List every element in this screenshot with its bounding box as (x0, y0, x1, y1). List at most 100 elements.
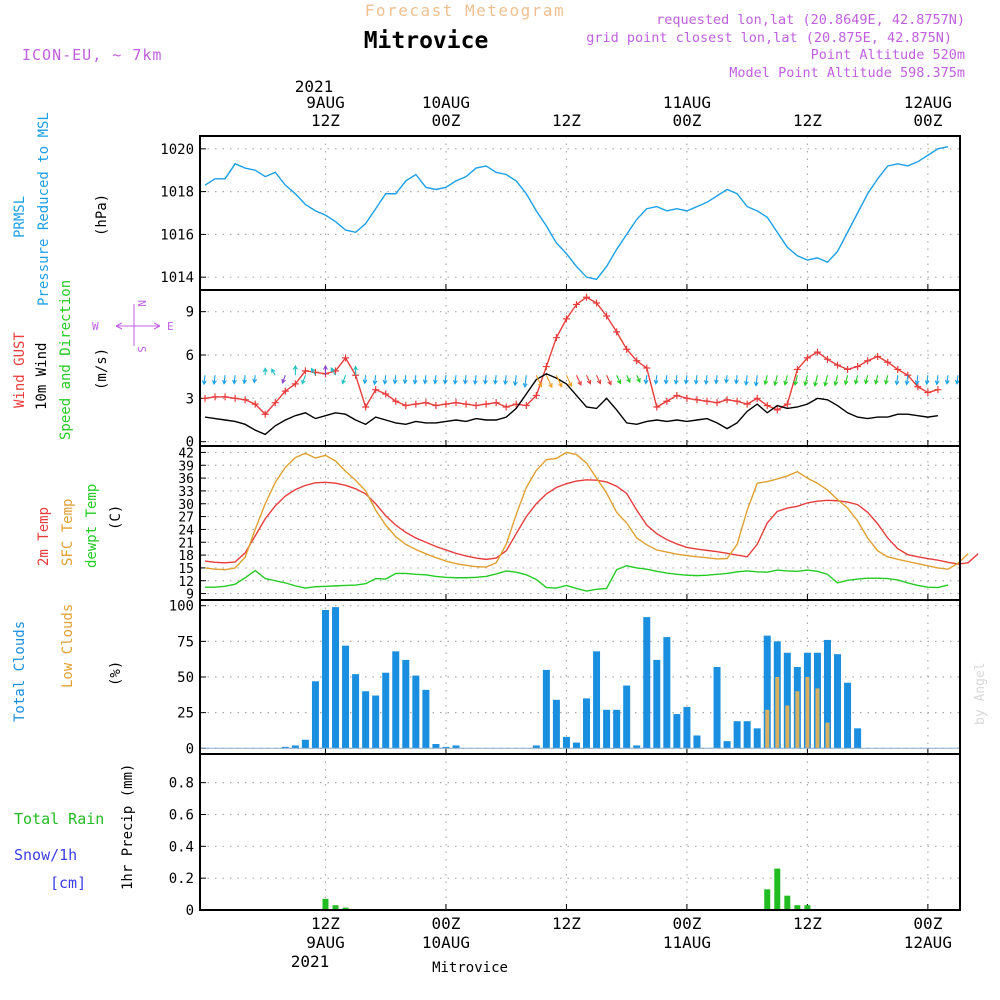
wind-arrow (673, 375, 679, 385)
gust-marker (874, 352, 882, 360)
wind-arrow (555, 374, 563, 388)
bar-total-clouds (291, 745, 299, 749)
bar-total-rain (804, 905, 811, 910)
bottom-tick-hour: 12Z (552, 914, 581, 933)
series-line-wind-gust (204, 296, 939, 416)
wind-arrow (463, 375, 468, 385)
bar-total-clouds (633, 745, 641, 749)
panel-4: 0 0.2 0.4 0.6 0.8 (169, 753, 961, 919)
bottom-tick-hour: 00Z (432, 914, 461, 933)
top-tick-hour: 00Z (432, 111, 461, 130)
wind-arrow (271, 368, 276, 376)
ytick-label: 0 (186, 435, 194, 451)
series-line-sfc-temp (204, 451, 969, 571)
ytick-label: 0.2 (169, 871, 194, 887)
gust-marker (532, 391, 540, 399)
gust-marker (372, 386, 380, 394)
wind-arrow (783, 375, 789, 386)
gust-marker (442, 400, 450, 408)
ytick-label: 18 (178, 549, 194, 564)
ytick-label: 9 (186, 305, 194, 321)
wind-arrow (262, 367, 268, 376)
wind-arrow (330, 367, 336, 376)
ytick-label: 21 (178, 536, 194, 551)
bottom-tick-day: 11AUG (663, 933, 711, 952)
top-tick-day: 9AUG (306, 93, 345, 112)
series-line-prmsl (204, 146, 949, 281)
wind-arrow (616, 374, 622, 385)
ytick-label: 0.8 (169, 776, 194, 792)
ytick-label: 25 (177, 706, 194, 722)
compass: N S W E (92, 300, 174, 353)
gust-marker (452, 399, 460, 407)
wind-arrow (944, 375, 950, 385)
panel-0: 1014 1016 1018 1020 (160, 135, 961, 291)
label-dewpt: dewpt Temp (84, 484, 100, 568)
bar-total-clouds (834, 654, 842, 749)
ytick-label: 75 (177, 634, 194, 650)
panel-frame (199, 289, 961, 447)
top-tick-day: 12AUG (904, 93, 952, 112)
label-cm: [cm] (50, 874, 86, 892)
wind-arrow (724, 375, 729, 384)
gust-marker (392, 397, 400, 405)
bar-total-clouds (311, 681, 319, 749)
panel-frame (199, 753, 961, 911)
gust-marker (743, 400, 751, 408)
gust-marker (623, 345, 631, 353)
gust-marker (593, 299, 601, 307)
ytick-label: 12 (178, 575, 194, 590)
wind-arrow (864, 375, 869, 385)
bar-total-clouds (372, 695, 380, 749)
bar-low-clouds (815, 688, 820, 749)
wind-arrow (372, 375, 378, 386)
wind-arrow (503, 375, 508, 386)
ytick-label: 100 (169, 599, 194, 615)
bar-total-clouds (362, 691, 370, 749)
gust-marker (693, 396, 701, 404)
bar-total-clouds (733, 721, 741, 749)
model-label: ICON-EU, ~ 7km (22, 46, 162, 64)
ytick-label: 36 (178, 472, 194, 487)
wind-arrow (483, 375, 488, 385)
wind-arrow (232, 375, 237, 385)
wind-arrow (382, 375, 388, 385)
gust-marker (733, 397, 741, 405)
wind-arrow (473, 375, 478, 386)
wind-arrow (853, 375, 859, 385)
bar-total-clouds (763, 635, 771, 749)
wind-arrow (874, 375, 879, 385)
label-wind10: 10m Wind (34, 343, 50, 410)
wind-arrow (924, 375, 930, 386)
top-tick-day: 11AUG (663, 93, 711, 112)
gust-marker (211, 393, 219, 401)
label-sfc: SFC Temp (60, 499, 76, 566)
gust-marker (823, 355, 831, 363)
ytick-label: 0 (186, 903, 194, 919)
top-tick-hour: 00Z (672, 111, 701, 130)
label-hpa: (hPa) (94, 194, 110, 236)
compass-s: S (135, 346, 148, 353)
ytick-label: 50 (177, 670, 194, 686)
panel-frame (199, 135, 961, 291)
wind-arrow (744, 375, 749, 386)
ytick-label: 30 (178, 498, 194, 513)
wind-arrow (596, 374, 602, 385)
compass-n: N (135, 300, 148, 307)
ytick-label: 39 (178, 459, 194, 474)
bar-total-clouds (402, 659, 410, 749)
ytick-label: 33 (178, 485, 194, 500)
gust-marker (753, 394, 761, 402)
gust-marker (884, 358, 892, 366)
wind-arrow (242, 375, 247, 385)
bar-total-clouds (532, 745, 540, 749)
gust-marker (813, 348, 821, 356)
gust-marker (864, 357, 872, 365)
gust-marker (271, 399, 279, 407)
bar-total-rain (784, 895, 791, 910)
wind-arrow (714, 375, 719, 385)
bottom-tick-day: 9AUG (306, 933, 345, 952)
